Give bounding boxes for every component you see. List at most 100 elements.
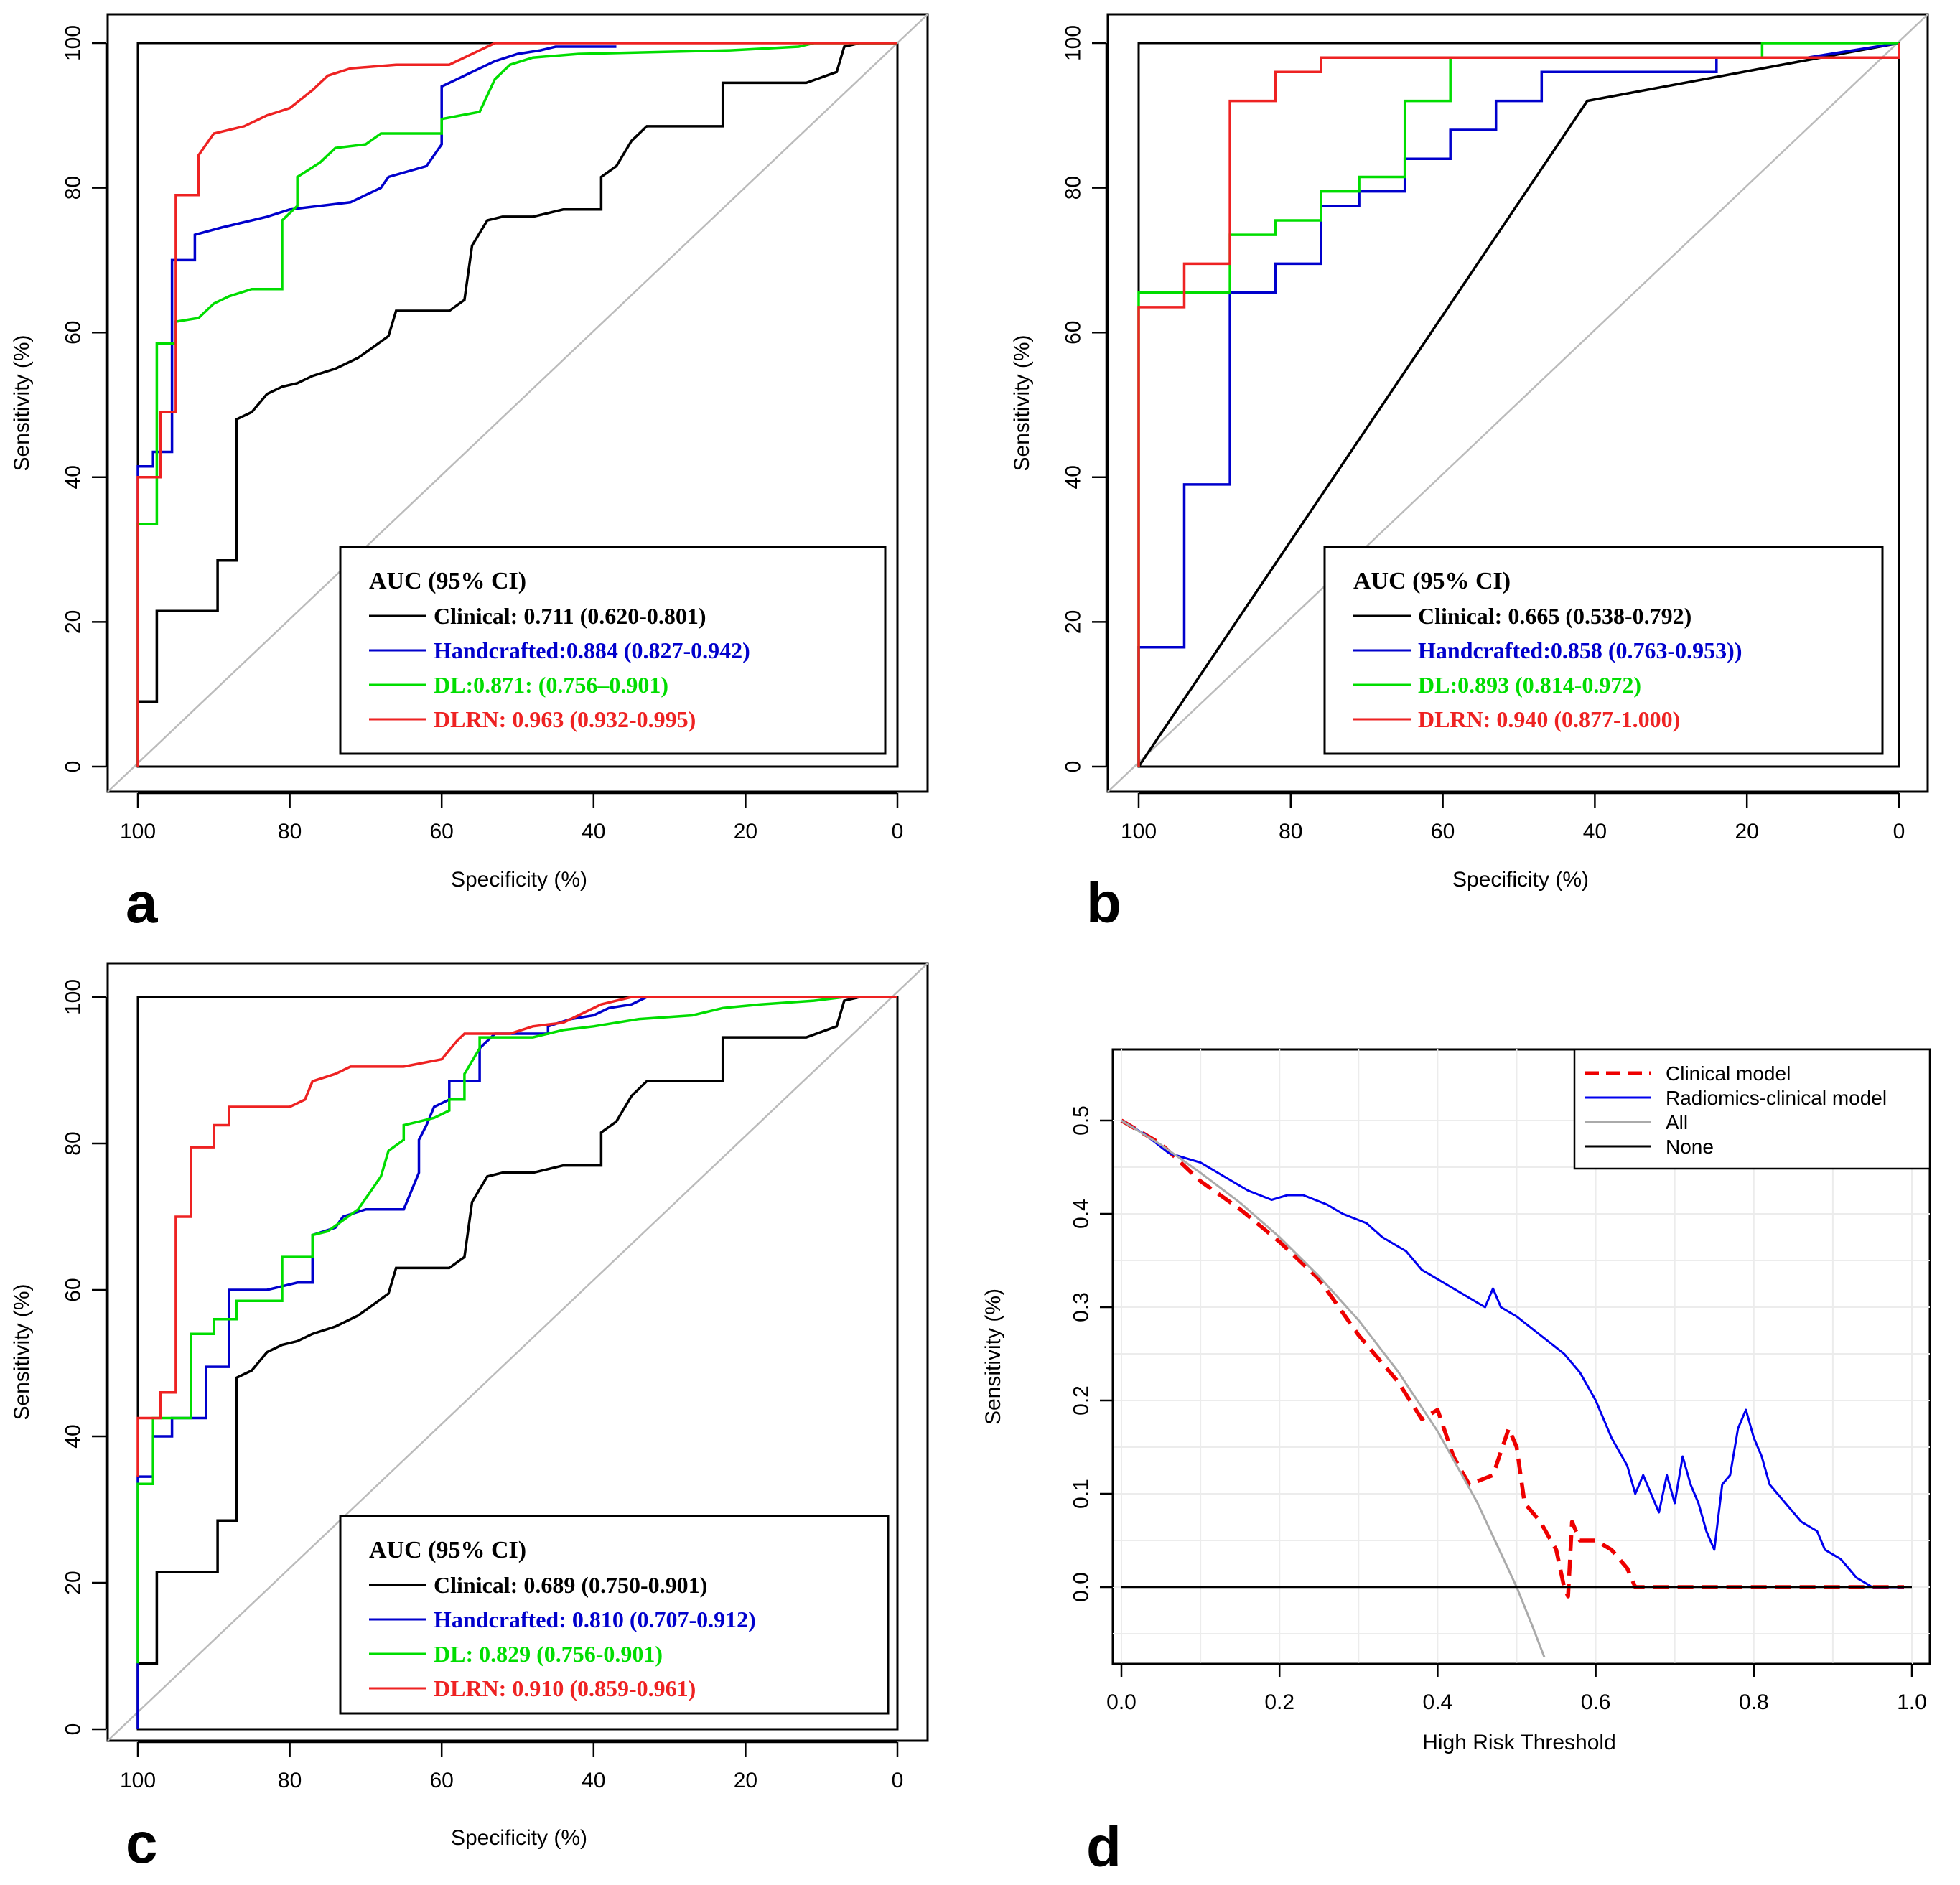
y-tick-label: 0 — [1062, 761, 1086, 773]
roc-curve-clinical — [136, 42, 897, 767]
roc-curve-handcrafted — [136, 45, 617, 767]
panel-letter: a — [126, 871, 158, 935]
y-tick-label: 0.5 — [1070, 1105, 1093, 1136]
x-tick-label: 0.6 — [1581, 1690, 1611, 1714]
roc-curve-dlrn — [136, 42, 897, 767]
dca-curve-clinical-model — [1120, 1118, 1904, 1599]
dca-panel-d: 0.0 0.2 0.4 0.6 0.8 1.0 0.0 0.1 0.2 0.3 0.4 0.5 High… — [981, 1048, 1931, 1879]
y-tick-label: 0 — [62, 1723, 85, 1736]
x-tick-label: 40 — [582, 820, 605, 843]
legend-entry: DLRN: 0.940 (0.877-1.000) — [1418, 706, 1680, 732]
y-tick-label: 80 — [62, 1131, 85, 1155]
reference-diagonal — [1107, 14, 1928, 792]
legend-box: AUC (95% CI) Clinical: 0.689 (0.750-0.901… — [339, 1515, 890, 1715]
legend-box: AUC (95% CI) Clinical: 0.665 (0.538-0.792… — [1323, 546, 1884, 755]
x-tick-label: 0 — [1893, 820, 1905, 843]
legend-entry: Clinical model — [1666, 1062, 1791, 1085]
y-tick-label: 0.3 — [1070, 1292, 1093, 1322]
roc-curve-dlrn — [1137, 43, 1900, 767]
legend-entry: Radiomics-clinical model — [1666, 1087, 1887, 1109]
x-tick-label: 0 — [892, 1769, 904, 1792]
legend-frame — [1573, 1048, 1931, 1170]
y-tick-label: 60 — [62, 321, 85, 345]
legend-entry: Handcrafted:0.858 (0.763-0.953)) — [1418, 637, 1742, 663]
y-tick-label: 80 — [62, 176, 85, 200]
roc-panel-c: 100 80 60 40 20 0 0 20 40 60 80 100 Specificity (%) S… — [10, 962, 929, 1875]
x-tick-label: 100 — [120, 820, 156, 843]
x-tick-label: 80 — [278, 820, 302, 843]
y-tick-label: 0 — [62, 761, 85, 773]
legend-frame — [339, 1515, 890, 1715]
y-axis-label: Sensitivity (%) — [10, 1283, 34, 1420]
x-tick-label: 1.0 — [1897, 1690, 1927, 1714]
legend-title: AUC (95% CI) — [369, 568, 526, 594]
y-tick-label: 40 — [62, 1424, 85, 1448]
reference-diagonal — [107, 963, 928, 1741]
legend-entry: None — [1666, 1136, 1714, 1158]
y-tick-label: 40 — [1062, 465, 1086, 489]
x-tick-label: 0.4 — [1423, 1690, 1453, 1714]
y-tick-label: 100 — [1062, 25, 1086, 61]
y-tick-label: 0.1 — [1070, 1479, 1093, 1509]
x-tick-label: 20 — [1735, 820, 1759, 843]
legend-title: AUC (95% CI) — [369, 1537, 526, 1563]
legend-entry: Handcrafted: 0.810 (0.707-0.912) — [434, 1606, 756, 1632]
legend-entry: Clinical: 0.711 (0.620-0.801) — [434, 603, 706, 629]
roc-curve-clinical — [136, 996, 897, 1729]
x-axis-label: High Risk Threshold — [1422, 1731, 1616, 1754]
legend-box: AUC (95% CI) Clinical: 0.711 (0.620-0.801… — [339, 546, 887, 755]
x-tick-label: 60 — [430, 1769, 454, 1792]
y-tick-label: 20 — [1062, 610, 1086, 634]
y-tick-label: 0.2 — [1070, 1385, 1093, 1416]
y-tick-label: 80 — [1062, 176, 1086, 200]
x-tick-label: 0.0 — [1106, 1690, 1137, 1714]
roc-panel-b: 100 80 60 40 20 0 0 20 40 60 80 100 Specificity (%) S… — [1010, 13, 1929, 935]
y-axis-label: Sensitivity (%) — [10, 335, 34, 471]
y-tick-label: 0.0 — [1070, 1572, 1093, 1602]
plot-frame — [1106, 13, 1929, 793]
panel-letter: d — [1086, 1815, 1121, 1879]
x-tick-label: 40 — [1583, 820, 1607, 843]
y-tick-label: 0.4 — [1070, 1199, 1093, 1229]
legend-entry: DL:0.893 (0.814-0.972) — [1418, 672, 1641, 698]
legend-frame — [1323, 546, 1884, 755]
roc-panel-a: 100 80 60 40 20 0 0 20 40 60 80 100 Specificity (%) S… — [10, 13, 929, 935]
panel-letter: b — [1086, 871, 1121, 935]
x-tick-label: 100 — [120, 1769, 156, 1792]
y-axis-label: Sensitivity (%) — [981, 1288, 1005, 1425]
x-tick-label: 0.8 — [1739, 1690, 1769, 1714]
plot-frame — [106, 962, 929, 1742]
legend-entry: Clinical: 0.689 (0.750-0.901) — [434, 1572, 707, 1598]
legend-entry: DLRN: 0.910 (0.859-0.961) — [434, 1675, 696, 1701]
roc-curve-clinical — [1137, 42, 1900, 767]
reference-diagonal — [107, 14, 928, 792]
x-tick-label: 40 — [582, 1769, 605, 1792]
roc-curve-dlrn — [136, 996, 897, 1477]
x-tick-label: 100 — [1121, 820, 1157, 843]
x-axis-label: Specificity (%) — [451, 1826, 587, 1850]
legend-entry: All — [1666, 1111, 1688, 1133]
legend-entry: DLRN: 0.963 (0.932-0.995) — [434, 706, 696, 732]
roc-curve-handcrafted — [1137, 42, 1900, 767]
roc-curve-dl — [136, 996, 897, 1664]
legend-frame — [339, 546, 887, 755]
legend-entry: DL:0.871: (0.756–0.901) — [434, 672, 668, 698]
legend-entry: Handcrafted:0.884 (0.827-0.942) — [434, 637, 750, 663]
plot-frame — [106, 13, 929, 793]
legend-entry: DL: 0.829 (0.756-0.901) — [434, 1641, 663, 1667]
panel-letter: c — [126, 1811, 158, 1875]
x-tick-label: 60 — [1431, 820, 1455, 843]
legend-title: AUC (95% CI) — [1353, 568, 1511, 594]
dca-curve-radiomics-clinical-model — [1121, 1119, 1904, 1589]
y-tick-label: 60 — [1062, 321, 1086, 345]
x-tick-label: 20 — [734, 1769, 757, 1792]
x-tick-label: 80 — [1279, 820, 1302, 843]
y-tick-label: 100 — [62, 25, 85, 61]
unit-square — [136, 996, 899, 1731]
x-axis-label: Specificity (%) — [1452, 868, 1589, 892]
x-axis-label: Specificity (%) — [451, 868, 587, 892]
x-tick-label: 80 — [278, 1769, 302, 1792]
x-tick-label: 60 — [430, 820, 454, 843]
x-tick-label: 0.2 — [1264, 1690, 1294, 1714]
